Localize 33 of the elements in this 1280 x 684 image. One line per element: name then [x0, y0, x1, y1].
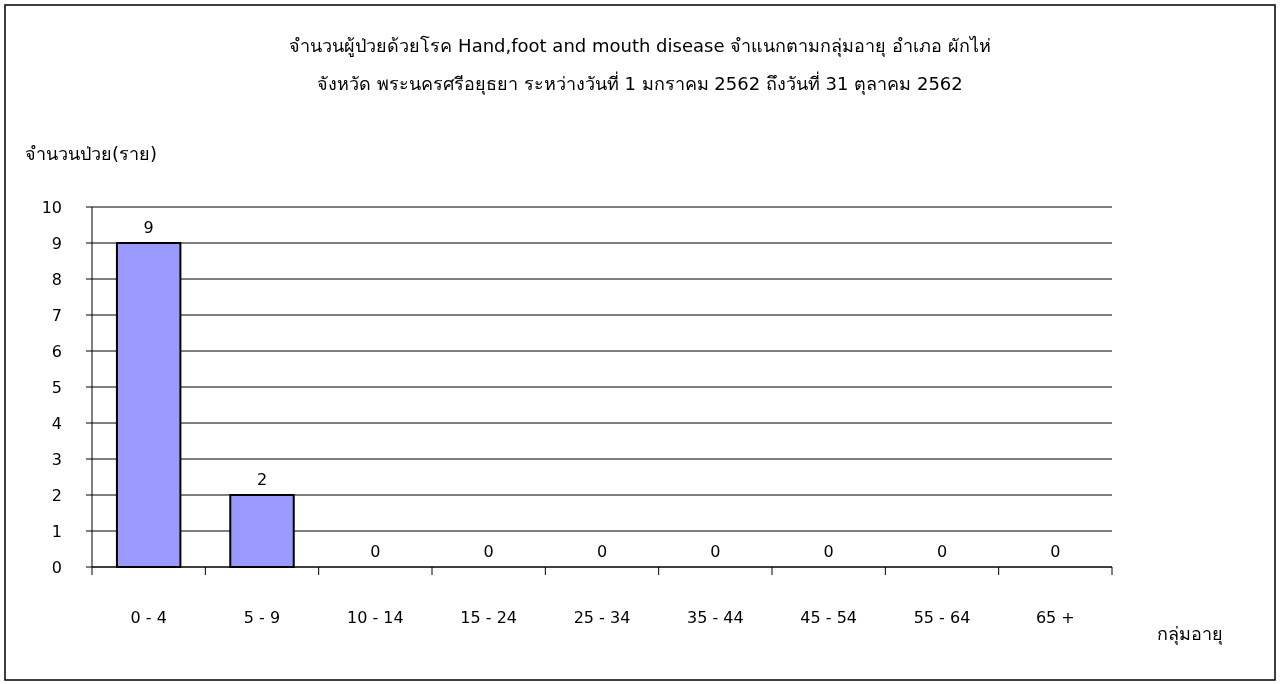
- y-tick-label: 3: [51, 449, 62, 469]
- data-label: 0: [483, 542, 494, 561]
- y-axis-title: จำนวนป่วย(ราย): [25, 143, 158, 164]
- x-tick-label: 10 - 14: [347, 608, 404, 627]
- x-tick-label: 0 - 4: [130, 608, 167, 627]
- x-axis-title: กลุ่มอายุ: [1157, 623, 1223, 645]
- data-label: 0: [596, 542, 608, 561]
- y-tick-label: 4: [51, 413, 62, 433]
- y-tick-label: 2: [51, 485, 62, 505]
- data-label: 0: [1050, 542, 1061, 561]
- x-tick-label: 55 - 64: [913, 608, 971, 627]
- data-label: 0: [823, 542, 834, 561]
- y-tick-label: 8: [51, 269, 62, 289]
- data-label: 0: [936, 542, 948, 561]
- y-tick-label: 1: [51, 521, 62, 541]
- y-tick-label: 0: [51, 557, 62, 577]
- y-tick-label: 7: [51, 305, 62, 325]
- x-tick-label: 65 +: [1035, 608, 1075, 627]
- data-label: 9: [143, 218, 154, 237]
- y-tick-label: 10: [41, 197, 62, 217]
- x-tick-label: 15 - 24: [460, 608, 517, 627]
- y-tick-label: 6: [51, 341, 62, 361]
- y-tick-label: 9: [51, 233, 62, 253]
- x-tick-label: 35 - 44: [687, 608, 744, 627]
- data-label: 0: [370, 542, 381, 561]
- chart-subtitle: จังหวัด พระนครศรีอยุธยา ระหว่างวันที่ 1 มกราคม 2562 ถึงวันที่ 31 ตุลาคม 2562: [317, 71, 963, 95]
- chart-title: จำนวนผู้ป่วยด้วยโรค Hand,foot and mouth disease จำแนกตามกลุ่มอายุ อำเภอ ผักไห่: [289, 35, 991, 57]
- y-tick-label: 5: [51, 377, 62, 397]
- x-tick-label: 45 - 54: [800, 608, 857, 627]
- x-tick-label: 5 - 9: [243, 608, 281, 627]
- x-tick-label: 25 - 34: [573, 608, 631, 627]
- data-label: 2: [256, 470, 268, 489]
- data-label: 0: [710, 542, 721, 561]
